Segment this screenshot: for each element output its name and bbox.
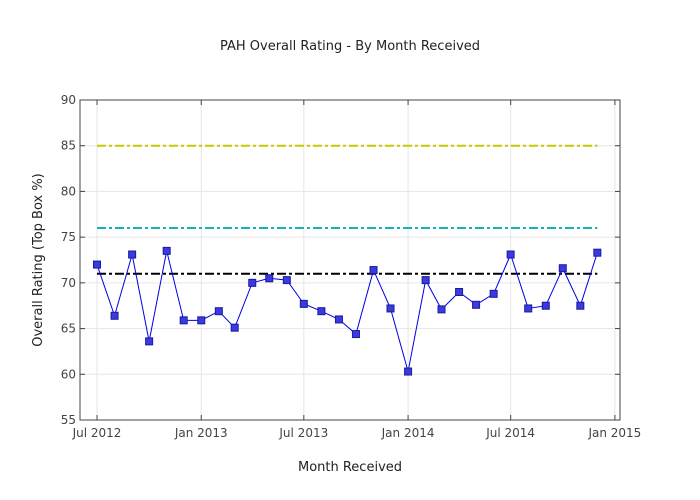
data-point[interactable] xyxy=(576,301,585,310)
data-point[interactable] xyxy=(334,315,343,324)
data-point[interactable] xyxy=(421,276,430,285)
data-point[interactable] xyxy=(317,307,326,316)
x-axis: Jul 2012 Jan 2013 Jul 2013 Jan 2014 Jul 2014… xyxy=(72,100,641,440)
series-line xyxy=(96,250,598,372)
data-point[interactable] xyxy=(437,305,446,314)
data-point[interactable] xyxy=(299,299,308,308)
y-tick-label: 55 xyxy=(61,413,76,427)
x-tick-label: Jul 2014 xyxy=(485,426,535,440)
data-point[interactable] xyxy=(455,288,464,296)
data-point[interactable] xyxy=(282,276,291,285)
data-point[interactable] xyxy=(506,250,515,259)
data-point[interactable] xyxy=(369,266,378,275)
data-point[interactable] xyxy=(110,311,119,320)
data-point[interactable] xyxy=(541,301,550,310)
y-axis-title: Overall Rating (Top Box %) xyxy=(31,173,46,347)
data-point[interactable] xyxy=(404,367,413,376)
data-point[interactable] xyxy=(230,323,239,332)
series-layer xyxy=(92,246,602,376)
data-point[interactable] xyxy=(472,300,481,309)
reference-lines xyxy=(96,144,598,275)
data-point[interactable] xyxy=(214,307,223,316)
y-tick-label: 90 xyxy=(61,93,76,107)
grid xyxy=(80,99,620,421)
y-tick-label: 65 xyxy=(61,322,76,336)
chart-title: PAH Overall Rating - By Month Received xyxy=(220,39,480,54)
data-point[interactable] xyxy=(593,248,602,257)
x-tick-label: Jan 2013 xyxy=(174,426,228,440)
data-point[interactable] xyxy=(524,304,533,313)
x-tick-label: Jul 2012 xyxy=(72,426,122,440)
data-point[interactable] xyxy=(92,260,101,269)
x-tick-label: Jan 2014 xyxy=(381,426,435,440)
plot-frame xyxy=(79,99,621,421)
data-point[interactable] xyxy=(248,278,257,287)
y-tick-label: 85 xyxy=(61,139,76,153)
data-point[interactable] xyxy=(386,304,395,313)
data-point[interactable] xyxy=(351,330,360,339)
x-tick-label: Jul 2013 xyxy=(278,426,328,440)
data-point[interactable] xyxy=(162,246,171,255)
data-point[interactable] xyxy=(128,250,137,259)
x-axis-title: Month Received xyxy=(298,460,402,475)
y-axis: 55 60 65 70 75 80 85 90 xyxy=(61,93,620,427)
y-tick-label: 60 xyxy=(61,367,76,381)
x-tick-label: Jan 2015 xyxy=(587,426,641,440)
data-point[interactable] xyxy=(179,316,188,325)
data-point[interactable] xyxy=(265,274,274,283)
data-point[interactable] xyxy=(558,264,567,273)
y-tick-label: 75 xyxy=(61,230,76,244)
y-tick-label: 70 xyxy=(61,276,76,290)
data-point[interactable] xyxy=(145,337,154,346)
data-point[interactable] xyxy=(197,316,206,325)
y-tick-label: 80 xyxy=(61,184,76,198)
data-point[interactable] xyxy=(489,289,498,298)
